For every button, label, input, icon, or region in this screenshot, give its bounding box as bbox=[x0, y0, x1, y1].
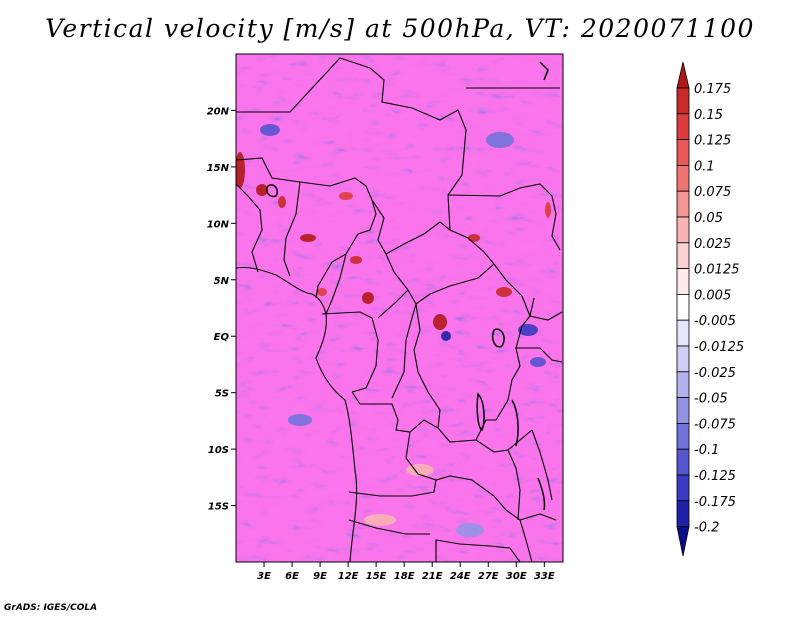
colorbar-segment bbox=[676, 164, 690, 192]
colorbar-label: 0.0125 bbox=[694, 263, 740, 278]
colorbar-segment bbox=[676, 87, 690, 115]
velocity-field bbox=[236, 54, 563, 562]
lon-label: 12E bbox=[338, 571, 359, 582]
colorbar-label: -0.075 bbox=[694, 417, 736, 432]
lat-label: EQ bbox=[214, 332, 230, 343]
colorbar-segment bbox=[676, 474, 690, 502]
lon-label: 24E bbox=[450, 571, 471, 582]
lat-label: 20N bbox=[207, 106, 230, 117]
velocity-cell bbox=[256, 184, 268, 196]
colorbar-segment bbox=[676, 345, 690, 373]
lakes bbox=[265, 61, 549, 511]
velocity-cell bbox=[364, 514, 396, 526]
colorbar-segment bbox=[676, 448, 690, 476]
colorbar-label: -0.175 bbox=[694, 495, 736, 510]
colorbar-segment bbox=[676, 319, 690, 347]
lon-label: 9E bbox=[313, 571, 327, 582]
colorbar-segment bbox=[676, 113, 690, 141]
velocity-cell bbox=[496, 287, 512, 297]
colorbar-segment bbox=[676, 293, 690, 321]
velocity-cell bbox=[518, 324, 538, 336]
velocity-cell bbox=[530, 357, 546, 367]
colorbar-segment bbox=[676, 371, 690, 398]
colorbar-label: 0.1 bbox=[694, 159, 715, 174]
colorbar-segment bbox=[676, 268, 690, 295]
colorbar-segment bbox=[676, 397, 690, 424]
colorbar-label: 0.05 bbox=[694, 211, 723, 226]
lon-label: 33E bbox=[534, 571, 555, 582]
colorbar-label: -0.125 bbox=[694, 469, 736, 484]
colorbar-label: -0.025 bbox=[694, 366, 736, 381]
colorbar-label: -0.05 bbox=[694, 392, 728, 407]
velocity-cell bbox=[545, 202, 551, 218]
lat-label: 10N bbox=[207, 219, 230, 230]
map-frame bbox=[235, 53, 564, 563]
country-borders bbox=[236, 57, 563, 562]
lat-label: 5N bbox=[214, 276, 230, 287]
velocity-cell bbox=[236, 152, 245, 188]
colorbar-label: 0.005 bbox=[694, 288, 731, 303]
lon-label: 3E bbox=[257, 571, 271, 582]
colorbar-segment bbox=[676, 500, 690, 527]
lat-label: 5S bbox=[215, 389, 229, 400]
lon-label: 30E bbox=[506, 571, 527, 582]
colorbar-segment bbox=[676, 422, 690, 450]
chart-title: Vertical velocity [m/s] at 500hPa, VT: 2… bbox=[45, 14, 755, 43]
velocity-cell bbox=[317, 288, 327, 296]
velocity-cell bbox=[441, 331, 451, 341]
velocity-cell bbox=[300, 234, 316, 242]
lon-label: 21E bbox=[422, 571, 443, 582]
lon-label: 27E bbox=[478, 571, 499, 582]
lat-label: 10S bbox=[208, 445, 229, 456]
lon-label: 18E bbox=[394, 571, 415, 582]
velocity-cell bbox=[350, 256, 362, 264]
velocity-cell bbox=[486, 132, 514, 148]
velocity-cell bbox=[288, 414, 312, 426]
colorbar-label: -0.005 bbox=[694, 314, 736, 329]
colorbar-label: -0.0125 bbox=[694, 340, 744, 355]
lon-label: 6E bbox=[285, 571, 299, 582]
colorbar-segment bbox=[676, 242, 690, 270]
lon-label: 15E bbox=[366, 571, 387, 582]
velocity-cell bbox=[278, 196, 286, 208]
colorbar-label: -0.1 bbox=[694, 443, 719, 458]
colorbar-segment bbox=[676, 526, 690, 557]
lat-label: 15S bbox=[208, 502, 229, 513]
colorbar-segment bbox=[676, 216, 690, 244]
velocity-cell bbox=[260, 124, 280, 136]
colorbar-label: 0.025 bbox=[694, 237, 731, 252]
colorbar-label: 0.125 bbox=[694, 134, 731, 149]
colorbar-segment bbox=[676, 139, 690, 166]
colorbar-label: -0.2 bbox=[694, 521, 719, 536]
colorbar-label: 0.175 bbox=[694, 82, 731, 97]
velocity-cell bbox=[339, 192, 353, 200]
colorbar-label: 0.075 bbox=[694, 185, 731, 200]
grads-credit: GrADS: IGES/COLA bbox=[4, 603, 98, 613]
colorbar-segment bbox=[676, 61, 690, 89]
velocity-cell bbox=[468, 234, 480, 242]
velocity-cell bbox=[433, 314, 447, 330]
velocity-cell bbox=[456, 523, 484, 537]
colorbar-segment bbox=[676, 190, 690, 218]
colorbar-label: 0.15 bbox=[694, 108, 723, 123]
lat-label: 15N bbox=[207, 163, 230, 174]
velocity-cell bbox=[362, 292, 374, 304]
